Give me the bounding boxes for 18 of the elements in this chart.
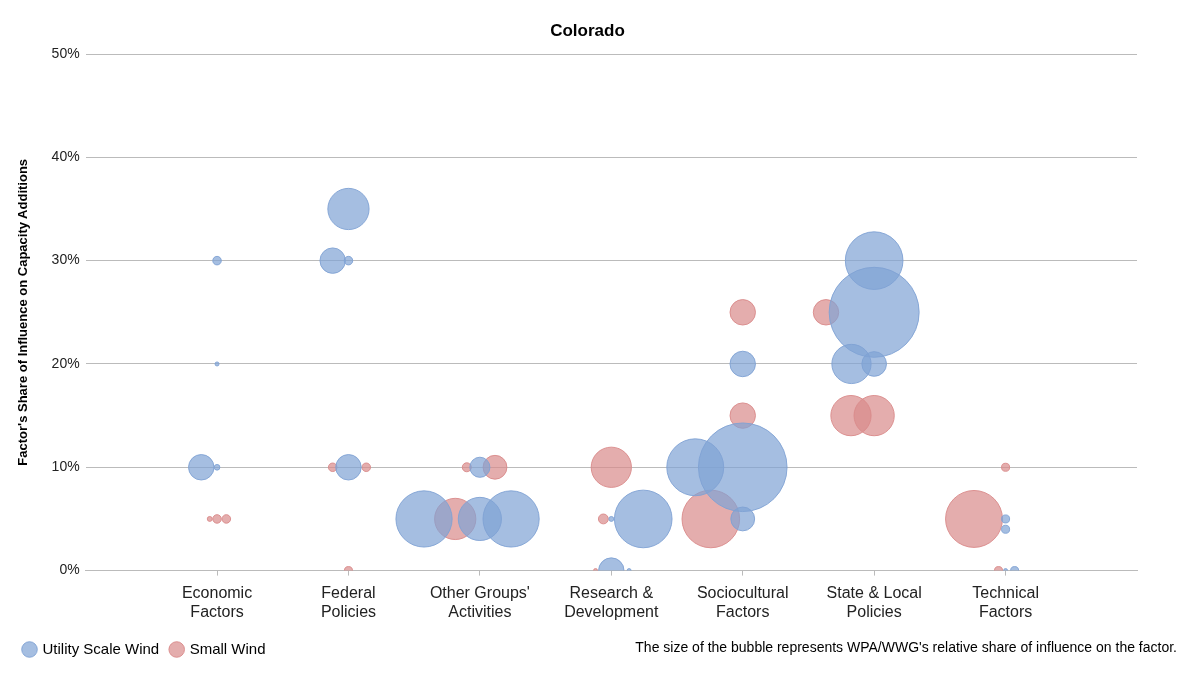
y-tick-label: 0% <box>59 561 80 578</box>
x-tick-label: Economic Factors <box>181 583 253 620</box>
legend-label: Small Wind <box>189 639 266 657</box>
y-tick-label: 50% <box>51 44 80 61</box>
y-tick-label: 10% <box>51 458 80 475</box>
text: The size of the bubble represents WPA/WWG's relative share of influence on the factor. <box>635 639 1177 656</box>
legend-label: Utility Scale Wind <box>42 639 160 657</box>
x-tick-label: Research & Development <box>564 583 659 620</box>
y-tick-label: 20% <box>51 354 80 371</box>
x-tick-label: Federal Policies <box>320 583 377 620</box>
x-tick-label: Technical Factors <box>972 583 1039 620</box>
y-axis-title: Factor's Share of Influence on Capacity Additions <box>15 158 31 466</box>
y-tick-label: 40% <box>51 148 80 165</box>
x-tick-label: Sociocultural Factors <box>696 583 789 620</box>
x-tick-label: Other Groups' Activities <box>429 583 530 620</box>
x-tick-label: State & Local Policies <box>826 583 922 620</box>
chart-title: Colorado <box>550 21 625 41</box>
y-tick-label: 30% <box>51 251 80 268</box>
